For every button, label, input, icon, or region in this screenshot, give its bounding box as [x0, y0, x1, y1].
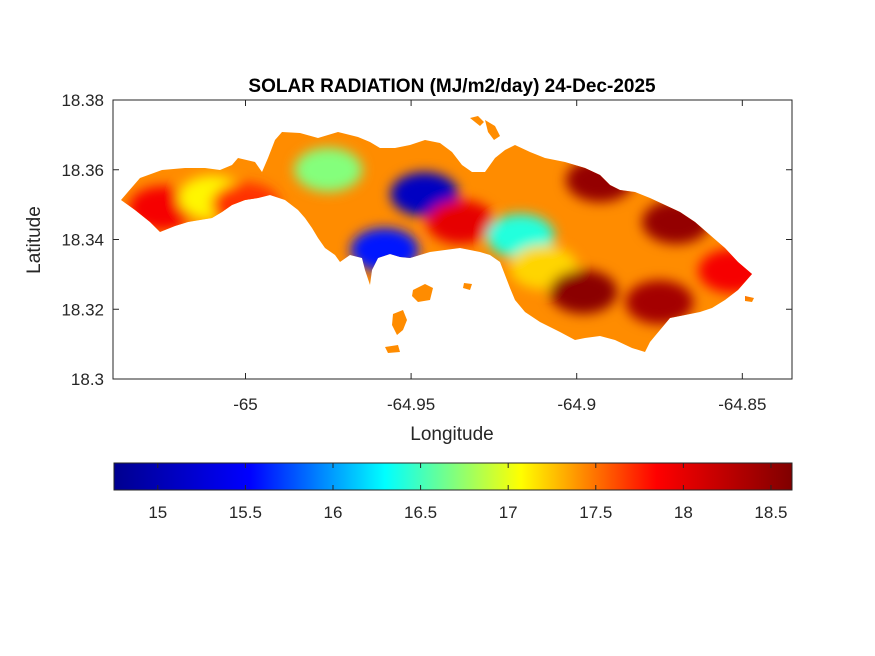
heat-region-southeast-dark-red [625, 280, 694, 325]
colorbar [113, 462, 793, 491]
colorbar-tick-label: 17 [499, 503, 518, 522]
colorbar-tick-label: 15.5 [229, 503, 262, 522]
y-axis-label: Latitude [24, 206, 45, 274]
x-tick-label: -65 [233, 395, 258, 414]
colorbar-tick-label: 15 [148, 503, 167, 522]
x-axis-ticks: -65 -64.95 -64.9 -64.85 [233, 100, 766, 414]
chart-title: SOLAR RADIATION (MJ/m2/day) 24-Dec-2025 [248, 76, 656, 97]
colorbar-tick-label: 18 [674, 503, 693, 522]
colorbar-tick-label: 16.5 [404, 503, 437, 522]
heat-region-north-central-cyan [294, 147, 363, 192]
colorbar-ticks: 15 15.5 16 16.5 17 17.5 18 18.5 [148, 463, 788, 522]
x-tick-label: -64.85 [718, 395, 766, 414]
colorbar-tick-label: 16 [324, 503, 343, 522]
y-tick-label: 18.32 [61, 300, 104, 319]
colorbar-tick-label: 17.5 [579, 503, 612, 522]
x-axis-label: Longitude [410, 424, 493, 445]
y-tick-label: 18.3 [71, 370, 104, 389]
heat-region-east-dark-red-south [549, 269, 618, 314]
x-tick-label: -64.95 [387, 395, 435, 414]
y-tick-label: 18.36 [61, 161, 104, 180]
y-axis-ticks: 18.3 18.32 18.34 18.36 18.38 [61, 91, 792, 389]
heat-region-central-orange-band [426, 200, 495, 245]
x-tick-label: -64.9 [557, 395, 596, 414]
colorbar-tick-label: 18.5 [754, 503, 787, 522]
y-tick-label: 18.34 [61, 231, 104, 250]
y-tick-label: 18.38 [61, 91, 104, 110]
